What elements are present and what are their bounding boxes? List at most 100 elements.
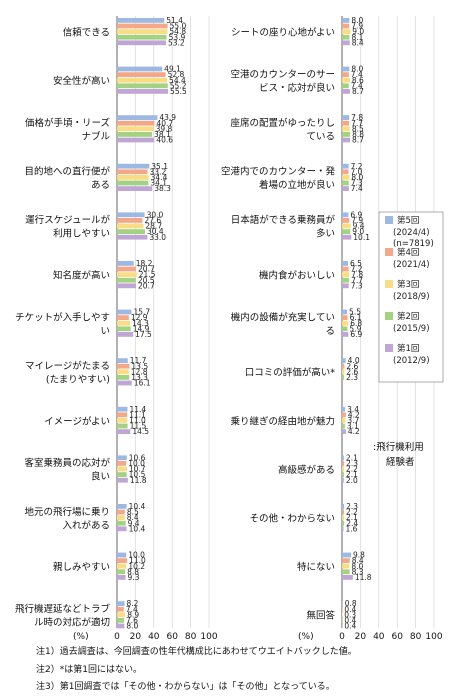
p1-value-label: 20.7	[138, 265, 155, 274]
legend-sublabel: (2024/4)	[393, 228, 430, 238]
p1-value-label: 53.9	[169, 33, 186, 42]
p1-bar	[117, 212, 145, 218]
p1-bar	[117, 601, 125, 606]
p2-value-label: 3.1	[347, 422, 359, 431]
p2-value-label: 4.0	[348, 356, 360, 365]
p2-bar	[342, 575, 353, 580]
p1-bar	[117, 326, 131, 332]
p2-bar	[342, 29, 351, 34]
p1-bar	[117, 520, 126, 526]
p1-category-label: 目的地への直行便が	[24, 166, 110, 178]
p1-category-label: い	[100, 326, 110, 337]
p1-category-label: イメージがよい	[44, 415, 110, 427]
p1-bar	[117, 412, 128, 418]
legend-sublabel: (n=7819)	[393, 239, 434, 249]
p1-value-label: 14.9	[133, 324, 150, 333]
p2-bar	[342, 552, 352, 558]
p2-value-label: 8.7	[352, 136, 364, 145]
p1-bar	[117, 418, 128, 423]
p2-bar	[342, 283, 349, 289]
p1-category-label: 入れがある	[62, 519, 110, 531]
p2-category-label: 無回答	[306, 610, 335, 622]
p1-bar	[117, 612, 126, 618]
p2-value-label: 8.0	[351, 65, 363, 74]
p1-value-label: 11.0	[129, 416, 146, 425]
legend-sublabel: (2021/4)	[393, 260, 430, 270]
p1-bar	[117, 66, 163, 72]
p2-value-label: 6.9	[350, 330, 362, 339]
legend-swatch	[385, 216, 393, 224]
p2-bar	[342, 23, 350, 29]
p1-value-label: 10.4	[129, 524, 146, 533]
p1-tick-label: 60	[166, 632, 178, 642]
p2-bar	[342, 132, 351, 137]
p2-category-label: 乗り継ぎの経由地が魅力	[230, 415, 335, 427]
p1-value-label: 11.7	[130, 356, 147, 365]
p1-bar	[117, 558, 128, 563]
p2-bar	[342, 18, 350, 23]
p1-value-label: 9.4	[128, 519, 140, 528]
p2-value-label: 8.1	[351, 33, 363, 42]
p1-bar	[117, 406, 128, 412]
p1-bar	[117, 623, 125, 629]
p2-bar	[342, 186, 349, 191]
p1-value-label: 49.1	[164, 65, 181, 74]
p2-value-label: 2.3	[346, 373, 358, 382]
p1-bar	[117, 163, 150, 169]
p2-bar	[342, 363, 345, 369]
p1-value-label: 7.4	[126, 605, 138, 614]
p2-value-label: 5.5	[349, 308, 361, 317]
p2-bar	[342, 618, 343, 623]
p2-bar	[342, 77, 350, 83]
p2-value-label: 7.4	[351, 184, 363, 193]
p1-bar	[117, 23, 168, 29]
legend-label: 第3回	[397, 279, 419, 290]
p1-value-label: 52.8	[168, 70, 185, 79]
legend-sublabel: (2012/9)	[393, 356, 430, 366]
p2-value-label: 8.0	[351, 562, 363, 571]
p1-value-label: 14.5	[132, 427, 149, 436]
p2-bar	[342, 526, 344, 532]
p1-tick-label: 100	[200, 632, 217, 642]
p1-value-label: 11.4	[129, 405, 146, 414]
legend-label: 第4回	[397, 247, 419, 258]
p2-value-label: 0.3	[344, 610, 356, 619]
p2-tick-label: 80	[410, 632, 422, 642]
p1-bar	[117, 466, 127, 472]
p1-value-label: 27.6	[144, 216, 161, 225]
p1-bar	[117, 515, 125, 520]
p1-bar	[117, 18, 165, 23]
p1-bar	[117, 569, 126, 575]
p2-value-label: 7.3	[351, 281, 363, 290]
p1-bar	[117, 315, 129, 320]
p1-bar	[117, 472, 127, 477]
p1-value-label: 35.1	[151, 162, 168, 171]
p2-bar	[342, 326, 348, 332]
p2-value-label: 0.4	[344, 616, 356, 625]
legend-box	[378, 211, 444, 383]
p1-bar	[117, 552, 127, 558]
p2-category-label: 日本語ができる乗務員が	[231, 214, 336, 226]
p1-bar	[117, 234, 148, 240]
p2-category-label: 機内の設備が充実してい	[231, 311, 335, 323]
note-1: 注1）過去調査は、今回調査の性年代構成比にあわせてウエイトバックした値。	[36, 647, 357, 657]
p1-value-label: 55.5	[170, 87, 187, 96]
p2-category-label: 高級感がある	[278, 464, 335, 476]
p2-value-label: 9.4	[353, 222, 365, 231]
p1-tick-label: 20	[130, 632, 142, 642]
p2-bar	[342, 406, 346, 412]
p2-value-label: 7.8	[351, 270, 363, 279]
p1-category-label: 良い	[91, 471, 110, 483]
p1-category-label: (たまりやすい)	[46, 374, 110, 385]
p1-bar	[117, 180, 149, 186]
p2-bar	[342, 126, 350, 132]
p2-bar	[342, 623, 343, 629]
p1-value-label: 34.1	[150, 179, 167, 188]
p1-value-label: 28.7	[145, 222, 162, 231]
p1-bar	[117, 126, 154, 132]
p1-bar	[117, 477, 128, 483]
p2-bar	[342, 272, 350, 277]
p1-bar	[117, 272, 137, 277]
p1-category-label: 利用しやすい	[53, 228, 110, 240]
p1-bar	[117, 72, 166, 77]
